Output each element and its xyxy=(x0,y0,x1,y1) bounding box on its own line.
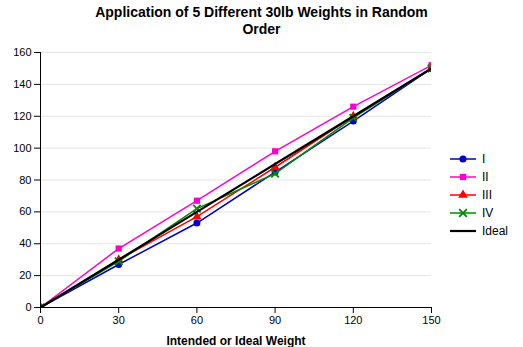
html-text:Ideal: Ideal xyxy=(482,223,508,238)
svg-text:100: 100 xyxy=(13,142,31,154)
svg-text:0: 0 xyxy=(37,314,43,326)
svg-text:Intended or Ideal Weight: Intended or Ideal Weight xyxy=(166,334,305,347)
html-text:I: I xyxy=(482,151,486,166)
svg-text:150: 150 xyxy=(422,314,440,326)
html-text:II: II xyxy=(482,169,489,184)
svg-text:120: 120 xyxy=(13,110,31,122)
svg-text:120: 120 xyxy=(344,314,362,326)
svg-text:90: 90 xyxy=(269,314,281,326)
html-text:Application of 5 Different 30l: Application of 5 Different 30lb Weights … xyxy=(95,4,428,37)
svg-text:140: 140 xyxy=(13,78,31,90)
html-text:III: III xyxy=(482,187,492,202)
svg-text:30: 30 xyxy=(113,314,125,326)
svg-text:40: 40 xyxy=(19,237,31,249)
svg-text:60: 60 xyxy=(191,314,203,326)
svg-text:60: 60 xyxy=(19,205,31,217)
html-text:IV: IV xyxy=(482,205,494,220)
svg-text:0: 0 xyxy=(25,301,31,313)
svg-text:20: 20 xyxy=(19,269,31,281)
svg-text:160: 160 xyxy=(13,46,31,58)
svg-text:80: 80 xyxy=(19,174,31,186)
